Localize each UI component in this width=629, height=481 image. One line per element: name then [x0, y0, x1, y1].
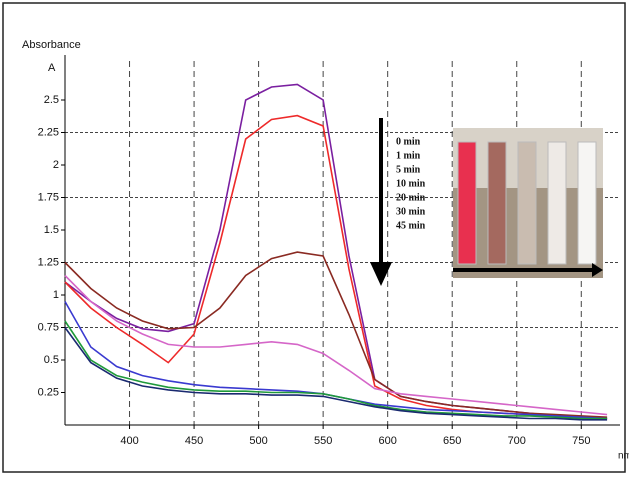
y-tick-label: 1.5	[44, 224, 59, 236]
x-tick-label: 750	[572, 435, 590, 447]
legend-label: 45 min	[396, 220, 426, 231]
series-line	[64, 320, 608, 420]
x-label: nm	[618, 451, 629, 462]
legend-label: 10 min	[396, 178, 426, 189]
plot-area: 400 450 500 550 600 650 700 750 2.5 2.25 2 1.75 1.5 1…	[38, 55, 620, 447]
x-tick-label: 600	[378, 435, 396, 447]
series-line	[64, 251, 608, 418]
legend-label: 30 min	[396, 206, 426, 217]
y-label: Absorbance	[22, 39, 81, 51]
legend-label: 20 min	[396, 192, 426, 203]
legend-label: 5 min	[396, 164, 421, 175]
cuvette	[517, 141, 537, 265]
x-tick-label: 400	[120, 435, 138, 447]
y-tick-label: 0.25	[38, 386, 59, 398]
x-tick-label: 650	[443, 435, 461, 447]
inset-photo	[453, 128, 603, 278]
y-tick-label: 2.5	[44, 94, 59, 106]
y-tick-label: 0.5	[44, 354, 59, 366]
series-line	[64, 327, 608, 421]
x-tick-label: 550	[314, 435, 332, 447]
y-tick-label: 1.75	[38, 191, 59, 203]
legend-label: 0 min	[396, 136, 421, 147]
y-unit: A	[48, 62, 56, 74]
x-tick-label: 700	[508, 435, 526, 447]
cuvette	[487, 141, 507, 265]
cuvette	[547, 141, 567, 265]
legend: 0 min 1 min 5 min 10 min 20 min 30 min 45 min	[396, 136, 426, 231]
series-line	[64, 274, 608, 416]
y-tick-label: 2	[53, 159, 59, 171]
y-tick-label: 2.25	[38, 126, 59, 138]
y-tick-label: 1	[53, 289, 59, 301]
time-arrow	[370, 118, 392, 286]
x-tick-label: 500	[249, 435, 267, 447]
y-tick-label: 1.25	[38, 256, 59, 268]
legend-label: 1 min	[396, 150, 421, 161]
x-tick-label: 450	[185, 435, 203, 447]
cuvette	[577, 141, 597, 265]
arrow-head	[592, 263, 603, 277]
cuvette	[457, 141, 477, 265]
y-tick-label: 0.75	[38, 321, 59, 333]
arrow-head	[370, 262, 392, 286]
